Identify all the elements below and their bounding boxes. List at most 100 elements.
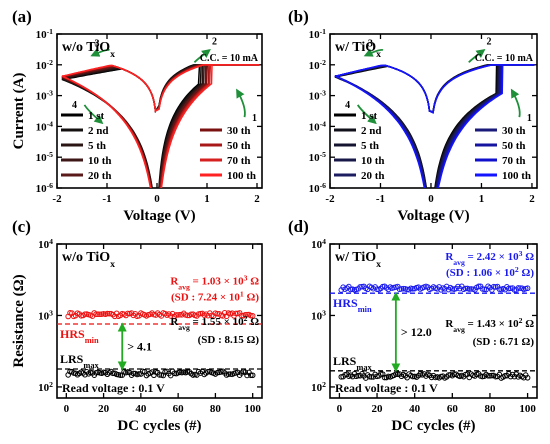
sweep-arrow [510, 88, 521, 118]
lrs-point [130, 370, 137, 377]
y-tick-label: 10-6 [309, 181, 327, 196]
x-tick-label: 40 [409, 403, 421, 415]
lrs-point [410, 373, 416, 380]
x-axis-label: Voltage (V) [397, 208, 469, 224]
legend-label: 30 th [227, 125, 251, 137]
lrs-point [110, 370, 116, 377]
hrs-point [95, 311, 101, 318]
panel-c [56, 243, 263, 399]
x-tick-label: 2 [529, 193, 535, 205]
hrs-min-label: HRSmin [60, 327, 99, 345]
sweep-number: 4 [345, 100, 350, 111]
y-tick-label: 103 [38, 308, 53, 323]
hrs-point [248, 312, 254, 319]
y-tick-label: 104 [38, 237, 53, 252]
lrs-point [249, 372, 256, 379]
x-tick-label: 100 [244, 403, 261, 415]
legend-label: 20 th [361, 170, 385, 182]
x-tick-label: 0 [154, 193, 160, 205]
hrs-point [357, 284, 363, 290]
y-tick-label: 102 [311, 379, 326, 394]
hrs-point [468, 286, 474, 292]
lrs-max-label: LRSmax [333, 354, 373, 372]
hrs-point [410, 286, 416, 292]
hrs-point [475, 283, 482, 290]
hrs-min-label: HRSmin [333, 296, 372, 314]
sweep-arrow [468, 49, 486, 63]
x-axis-label: Voltage (V) [123, 208, 195, 224]
lrs-sd-text: (SD : 6.71 Ω) [473, 336, 535, 348]
x-tick-label: 80 [210, 403, 222, 415]
y-tick-label: 10-4 [309, 119, 327, 134]
lrs-point [485, 372, 491, 379]
lrs-point [366, 373, 373, 380]
x-tick-label: -1 [376, 193, 385, 205]
hrs-point [175, 312, 181, 318]
sweep-arrow [363, 48, 384, 57]
axes-frame [329, 33, 538, 189]
hrs-point [188, 311, 194, 318]
condition-label: w/o TiOx [62, 40, 115, 60]
hrs-point [184, 312, 191, 319]
axes-frame [329, 243, 538, 399]
y-tick-label: 10-5 [309, 150, 327, 165]
read-voltage-label: Read voltage : 0.1 V [62, 381, 165, 395]
x-axis-label: DC cycles (#) [117, 418, 201, 434]
hrs-point [242, 312, 249, 318]
x-tick-label: 40 [135, 403, 147, 415]
y-tick-label: 10-1 [36, 27, 54, 42]
hrs-point [466, 286, 473, 292]
x-tick-label: 60 [447, 403, 459, 415]
lrs-point [117, 372, 124, 378]
x-tick-label: -1 [102, 193, 111, 205]
legend-label: 1 st [361, 110, 378, 122]
panel-d [329, 243, 538, 399]
hrs-point [173, 312, 180, 318]
sweep-number: 4 [72, 100, 77, 111]
condition-label: w/o TiOx [62, 250, 115, 270]
lrs-point [136, 371, 142, 377]
hrs-sd-text: (SD : 7.24 × 101 Ω) [171, 289, 259, 304]
lrs-point [205, 368, 211, 375]
x-tick-label: 0 [337, 403, 343, 415]
legend-label: 70 th [502, 155, 526, 167]
hrs-point [400, 285, 407, 292]
condition-label: w/ TiOx [335, 40, 381, 60]
lrs-point [156, 372, 163, 378]
y-tick-label: 102 [38, 379, 53, 394]
x-tick-label: 60 [173, 403, 185, 415]
legend-label: 5 th [361, 140, 379, 152]
sweep-arrow [236, 88, 246, 118]
sweep-number: 3 [95, 38, 100, 49]
lrs-point [489, 372, 495, 379]
legend-label: 20 th [88, 170, 112, 182]
lrs-avg-text: Ravg = 1.55 × 102 Ω [170, 314, 259, 332]
hrs-point [238, 312, 245, 319]
legend-label: 50 th [227, 140, 251, 152]
y-axis-label: Current (A) [11, 73, 27, 150]
lrs-point [451, 371, 458, 378]
sweep-number: 1 [252, 113, 257, 124]
y-tick-label: 103 [311, 308, 326, 323]
x-tick-label: -2 [52, 193, 62, 205]
legend-label: 2 nd [88, 125, 109, 137]
hrs-avg-text: Ravg = 2.42 × 103 Ω [445, 249, 534, 267]
panel-label: (a) [12, 7, 32, 26]
axes-frame [56, 243, 263, 399]
y-tick-label: 10-2 [309, 57, 327, 72]
hrs-point [515, 285, 521, 291]
iv-curves [334, 64, 535, 188]
lrs-avg-text: Ravg = 1.43 × 102 Ω [445, 315, 534, 333]
condition-label: w/ TiOx [335, 250, 381, 270]
x-tick-label: 0 [64, 403, 70, 415]
hrs-sd-text: (SD : 1.06 × 102 Ω) [446, 265, 534, 280]
panel-label: (d) [288, 217, 309, 236]
y-tick-label: 10-3 [309, 88, 327, 103]
x-tick-label: -2 [325, 193, 335, 205]
sweep-number: 1 [527, 113, 532, 124]
hrs-point [249, 313, 256, 319]
sweep-arrow [193, 49, 211, 63]
hrs-point [106, 310, 112, 317]
sweep-arrow [83, 104, 104, 125]
